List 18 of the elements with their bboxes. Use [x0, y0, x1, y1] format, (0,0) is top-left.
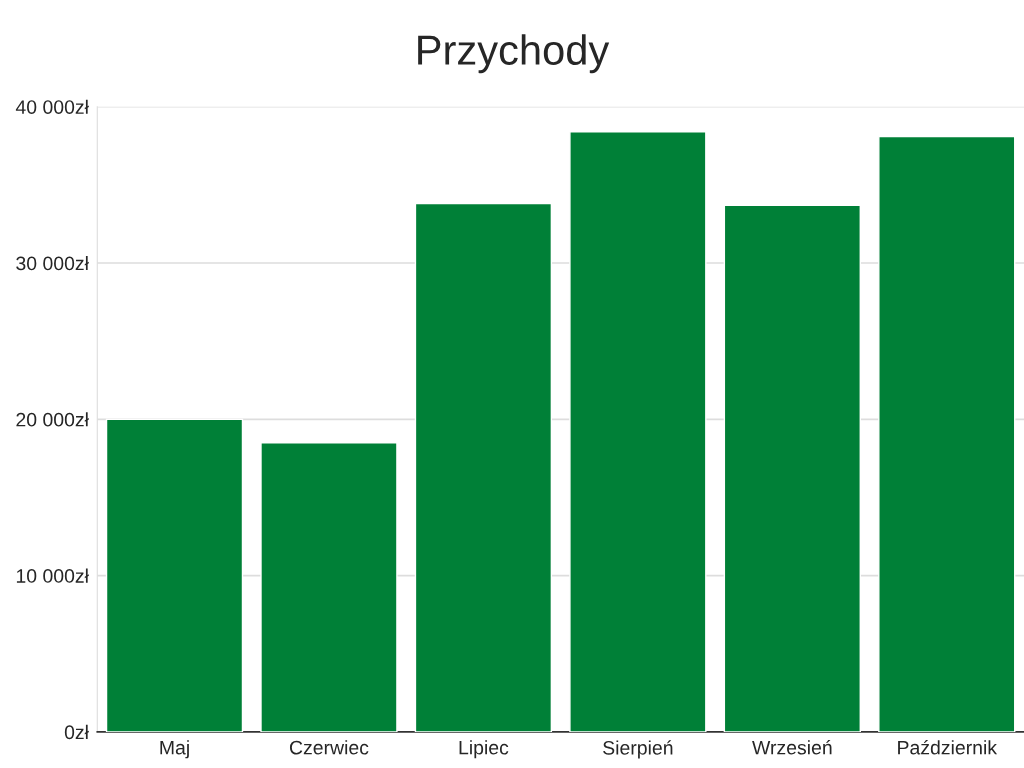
y-tick-label: 0zł — [64, 724, 89, 740]
bar — [260, 442, 398, 732]
bar — [569, 131, 707, 732]
x-tick-label: Czerwiec — [289, 740, 369, 755]
x-tick-label: Sierpień — [603, 740, 673, 759]
x-tick-label: Maj — [160, 740, 189, 759]
bar — [105, 418, 244, 732]
y-tick-label: 30 000zł — [16, 255, 89, 271]
x-tick-label: Lipiec — [459, 740, 509, 759]
y-tick-label: 10 000zł — [16, 568, 89, 583]
bar — [723, 204, 861, 732]
x-tick-label: Wrzesień — [752, 740, 832, 755]
chart-title: Przychody — [418, 34, 610, 74]
y-tick-label: 20 000zł — [16, 412, 89, 427]
x-tick-label: Październik — [898, 740, 998, 755]
bar — [414, 202, 553, 732]
y-tick-label: 40 000zł — [15, 99, 89, 114]
bar — [878, 135, 1016, 732]
